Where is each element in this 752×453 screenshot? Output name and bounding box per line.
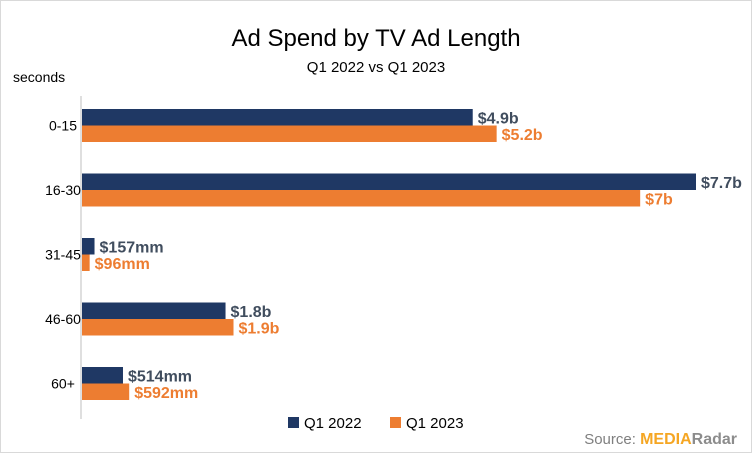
- chart-title: Ad Spend by TV Ad Length: [231, 25, 520, 52]
- bar: [82, 302, 226, 319]
- bar: [82, 190, 641, 207]
- category-labels: 0-15 16-30 31-45 46-60 60+: [45, 118, 81, 392]
- source-attribution: Source: MEDIARadar: [584, 431, 737, 448]
- bar: [82, 173, 696, 190]
- value-label: $1.8b: [231, 304, 272, 321]
- legend: Q1 2022 Q1 2023: [288, 415, 464, 432]
- category-label: 16-30: [45, 182, 81, 198]
- bar: [82, 254, 90, 271]
- value-label: $592mm: [134, 385, 198, 402]
- bar: [82, 109, 473, 126]
- value-label: $5.2b: [502, 127, 543, 144]
- bar: [82, 319, 234, 336]
- category-label: 46-60: [45, 311, 81, 327]
- value-label: $514mm: [128, 369, 192, 386]
- value-label: $7b: [645, 192, 673, 209]
- bars-group: [82, 109, 696, 400]
- category-label: 31-45: [45, 247, 81, 263]
- bar: [82, 238, 95, 255]
- value-label: $1.9b: [239, 321, 280, 338]
- category-label: 0-15: [49, 118, 77, 134]
- axis-unit-label: seconds: [13, 69, 65, 85]
- bar: [82, 383, 130, 400]
- bar: [82, 367, 123, 384]
- source-brand-radar: Radar: [692, 431, 737, 448]
- value-label: $4.9b: [478, 111, 519, 128]
- chart-subtitle: Q1 2022 vs Q1 2023: [307, 59, 445, 76]
- legend-swatch-q1-2022: [288, 417, 299, 428]
- category-label: 60+: [51, 376, 75, 392]
- legend-label-q1-2023: Q1 2023: [406, 415, 464, 432]
- value-label: $7.7b: [701, 175, 742, 192]
- legend-label-q1-2022: Q1 2022: [304, 415, 362, 432]
- bar: [82, 125, 497, 142]
- value-label: $96mm: [95, 256, 150, 273]
- source-brand-media: MEDIA: [640, 431, 692, 448]
- value-label: $157mm: [100, 240, 164, 257]
- value-labels: $4.9b$5.2b $7.7b $7b $157mm$96mm $1.8b$1.9b $…: [95, 111, 742, 403]
- legend-swatch-q1-2023: [390, 417, 401, 428]
- source-prefix: Source:: [584, 431, 640, 448]
